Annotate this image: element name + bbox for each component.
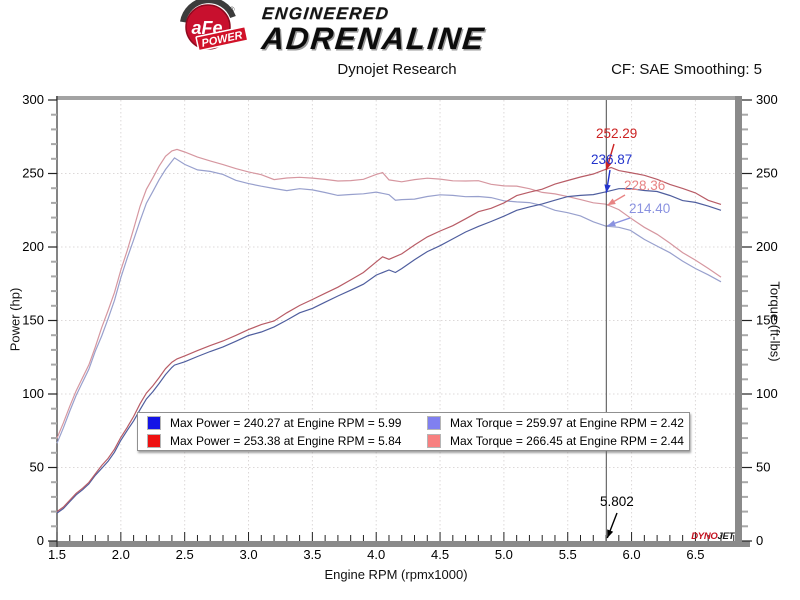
y-tick-label-right: 300: [756, 92, 778, 107]
y-tick-label-left: 0: [37, 533, 44, 548]
legend-box: Max Power = 240.27 at Engine RPM = 5.99 …: [137, 412, 690, 451]
x-tick-label: 5.0: [495, 547, 513, 562]
legend-item-power-red: Max Power = 253.38 at Engine RPM = 5.84: [138, 432, 418, 450]
x-tick-label: 6.5: [686, 547, 704, 562]
plot-border-right: [735, 96, 742, 547]
y-tick-label-right: 250: [756, 166, 778, 181]
readout-arrowhead: [604, 184, 611, 193]
emblem-top-arc: [180, 0, 236, 23]
y-tick-label-right: 150: [756, 313, 778, 328]
legend-item-torque-blue: Max Torque = 259.97 at Engine RPM = 2.42: [418, 414, 689, 432]
curve-torque_blue: [56, 157, 722, 444]
y-tick-label-right: 200: [756, 239, 778, 254]
x-tick-label: 4.0: [367, 547, 385, 562]
x-tick-label: 2.0: [112, 547, 130, 562]
cursor-readout-power-blue: 236.87: [591, 152, 633, 167]
legend-item-torque-red: Max Torque = 266.45 at Engine RPM = 2.44: [418, 432, 689, 450]
legend-swatch-power-blue: [147, 415, 161, 430]
plot-border-bottom: [49, 541, 750, 547]
cursor-readout-torque-blue: 214.40: [629, 201, 671, 216]
readout-arrowhead: [607, 220, 616, 227]
y-tick-label-left: 300: [22, 92, 44, 107]
afe-power-emblem: aFe ® POWER: [180, 0, 249, 52]
y-tick-label-left: 250: [22, 166, 44, 181]
legend-swatch-torque-blue: [427, 415, 441, 430]
legend-swatch-torque-red: [427, 433, 441, 448]
dynojet-watermark: DYNOJET: [691, 531, 735, 542]
chart-title: Dynojet Research: [337, 61, 457, 78]
readout-arrowhead: [607, 198, 616, 206]
x-tick-label: 4.5: [431, 547, 449, 562]
y-tick-label-right: 50: [756, 460, 770, 475]
x-axis-title: Engine RPM (rpmx1000): [324, 567, 468, 582]
y-tick-label-left: 200: [22, 239, 44, 254]
cursor-rpm-label: 5.802: [600, 494, 634, 509]
x-tick-label: 3.5: [303, 547, 321, 562]
y-tick-label-left: 100: [22, 386, 44, 401]
x-tick-label: 6.0: [623, 547, 641, 562]
brand-logo: aFe ® POWER ENGINEERED ADRENALINE: [176, 0, 487, 60]
legend-label-power-blue: Max Power = 240.27 at Engine RPM = 5.99: [170, 415, 402, 430]
x-tick-label: 5.5: [559, 547, 577, 562]
readout-arrowhead: [605, 161, 612, 171]
plot-border-top: [56, 96, 742, 100]
left-axis-title: Power (hp): [7, 287, 23, 352]
legend-label-torque-blue: Max Torque = 259.97 at Engine RPM = 2.42: [450, 415, 684, 430]
x-tick-label: 2.5: [176, 547, 194, 562]
legend-label-torque-red: Max Torque = 266.45 at Engine RPM = 2.44: [450, 433, 684, 448]
y-tick-label-left: 150: [22, 313, 44, 328]
smoothing-setting-text: CF: SAE Smoothing: 5: [611, 61, 762, 78]
curve-torque_red: [56, 148, 722, 439]
curve-power_red: [56, 166, 722, 513]
registered-mark: ®: [229, 6, 235, 14]
x-tick-label: 1.5: [48, 547, 66, 562]
right-axis-title: Torque (ft-lbs): [767, 281, 783, 362]
x-tick-label: 3.0: [239, 547, 257, 562]
readout-arrowhead: [607, 529, 614, 538]
legend-item-power-blue: Max Power = 240.27 at Engine RPM = 5.99: [138, 414, 418, 432]
legend-label-power-red: Max Power = 253.38 at Engine RPM = 5.84: [170, 433, 402, 448]
y-tick-label-left: 50: [30, 460, 44, 475]
legend-swatch-power-red: [147, 433, 161, 448]
y-tick-label-right: 100: [756, 386, 778, 401]
cursor-readout-power-red: 252.29: [596, 126, 638, 141]
curve-power_blue: [56, 187, 722, 514]
y-tick-label-right: 0: [756, 533, 763, 548]
cursor-readout-torque-red: 228.36: [624, 178, 666, 193]
